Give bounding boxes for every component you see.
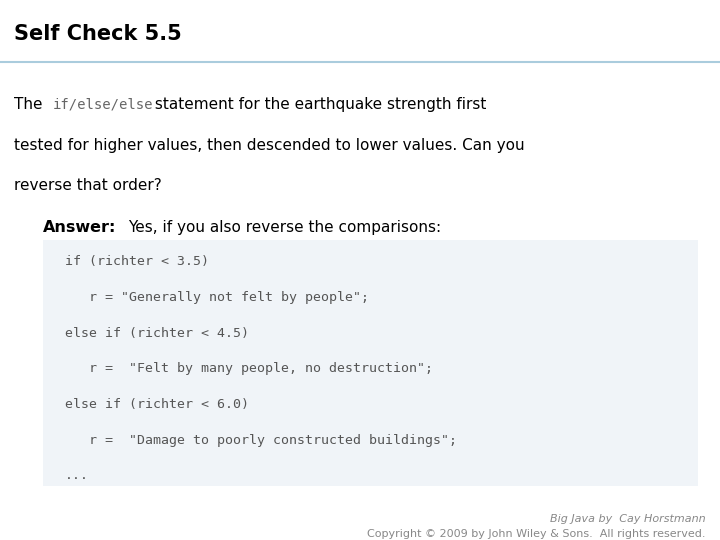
FancyBboxPatch shape <box>43 240 698 486</box>
Text: statement for the earthquake strength first: statement for the earthquake strength fi… <box>150 97 486 112</box>
Text: Answer:: Answer: <box>43 220 117 235</box>
Text: reverse that order?: reverse that order? <box>14 178 162 193</box>
Text: ...: ... <box>65 469 89 482</box>
Text: else if (richter < 4.5): else if (richter < 4.5) <box>65 327 249 340</box>
Text: r =  "Damage to poorly constructed buildings";: r = "Damage to poorly constructed buildi… <box>65 434 456 447</box>
Text: Self Check 5.5: Self Check 5.5 <box>14 24 182 44</box>
Text: The: The <box>14 97 48 112</box>
Text: Copyright © 2009 by John Wiley & Sons.  All rights reserved.: Copyright © 2009 by John Wiley & Sons. A… <box>367 529 706 539</box>
Text: else if (richter < 6.0): else if (richter < 6.0) <box>65 398 249 411</box>
Text: r = "Generally not felt by people";: r = "Generally not felt by people"; <box>65 291 369 304</box>
Text: r =  "Felt by many people, no destruction";: r = "Felt by many people, no destruction… <box>65 362 433 375</box>
Text: if/else/else: if/else/else <box>53 97 153 111</box>
Text: tested for higher values, then descended to lower values. Can you: tested for higher values, then descended… <box>14 138 525 153</box>
Text: if (richter < 3.5): if (richter < 3.5) <box>65 255 209 268</box>
Text: Big Java by  Cay Horstmann: Big Java by Cay Horstmann <box>550 514 706 524</box>
Text: Yes, if you also reverse the comparisons:: Yes, if you also reverse the comparisons… <box>128 220 441 235</box>
